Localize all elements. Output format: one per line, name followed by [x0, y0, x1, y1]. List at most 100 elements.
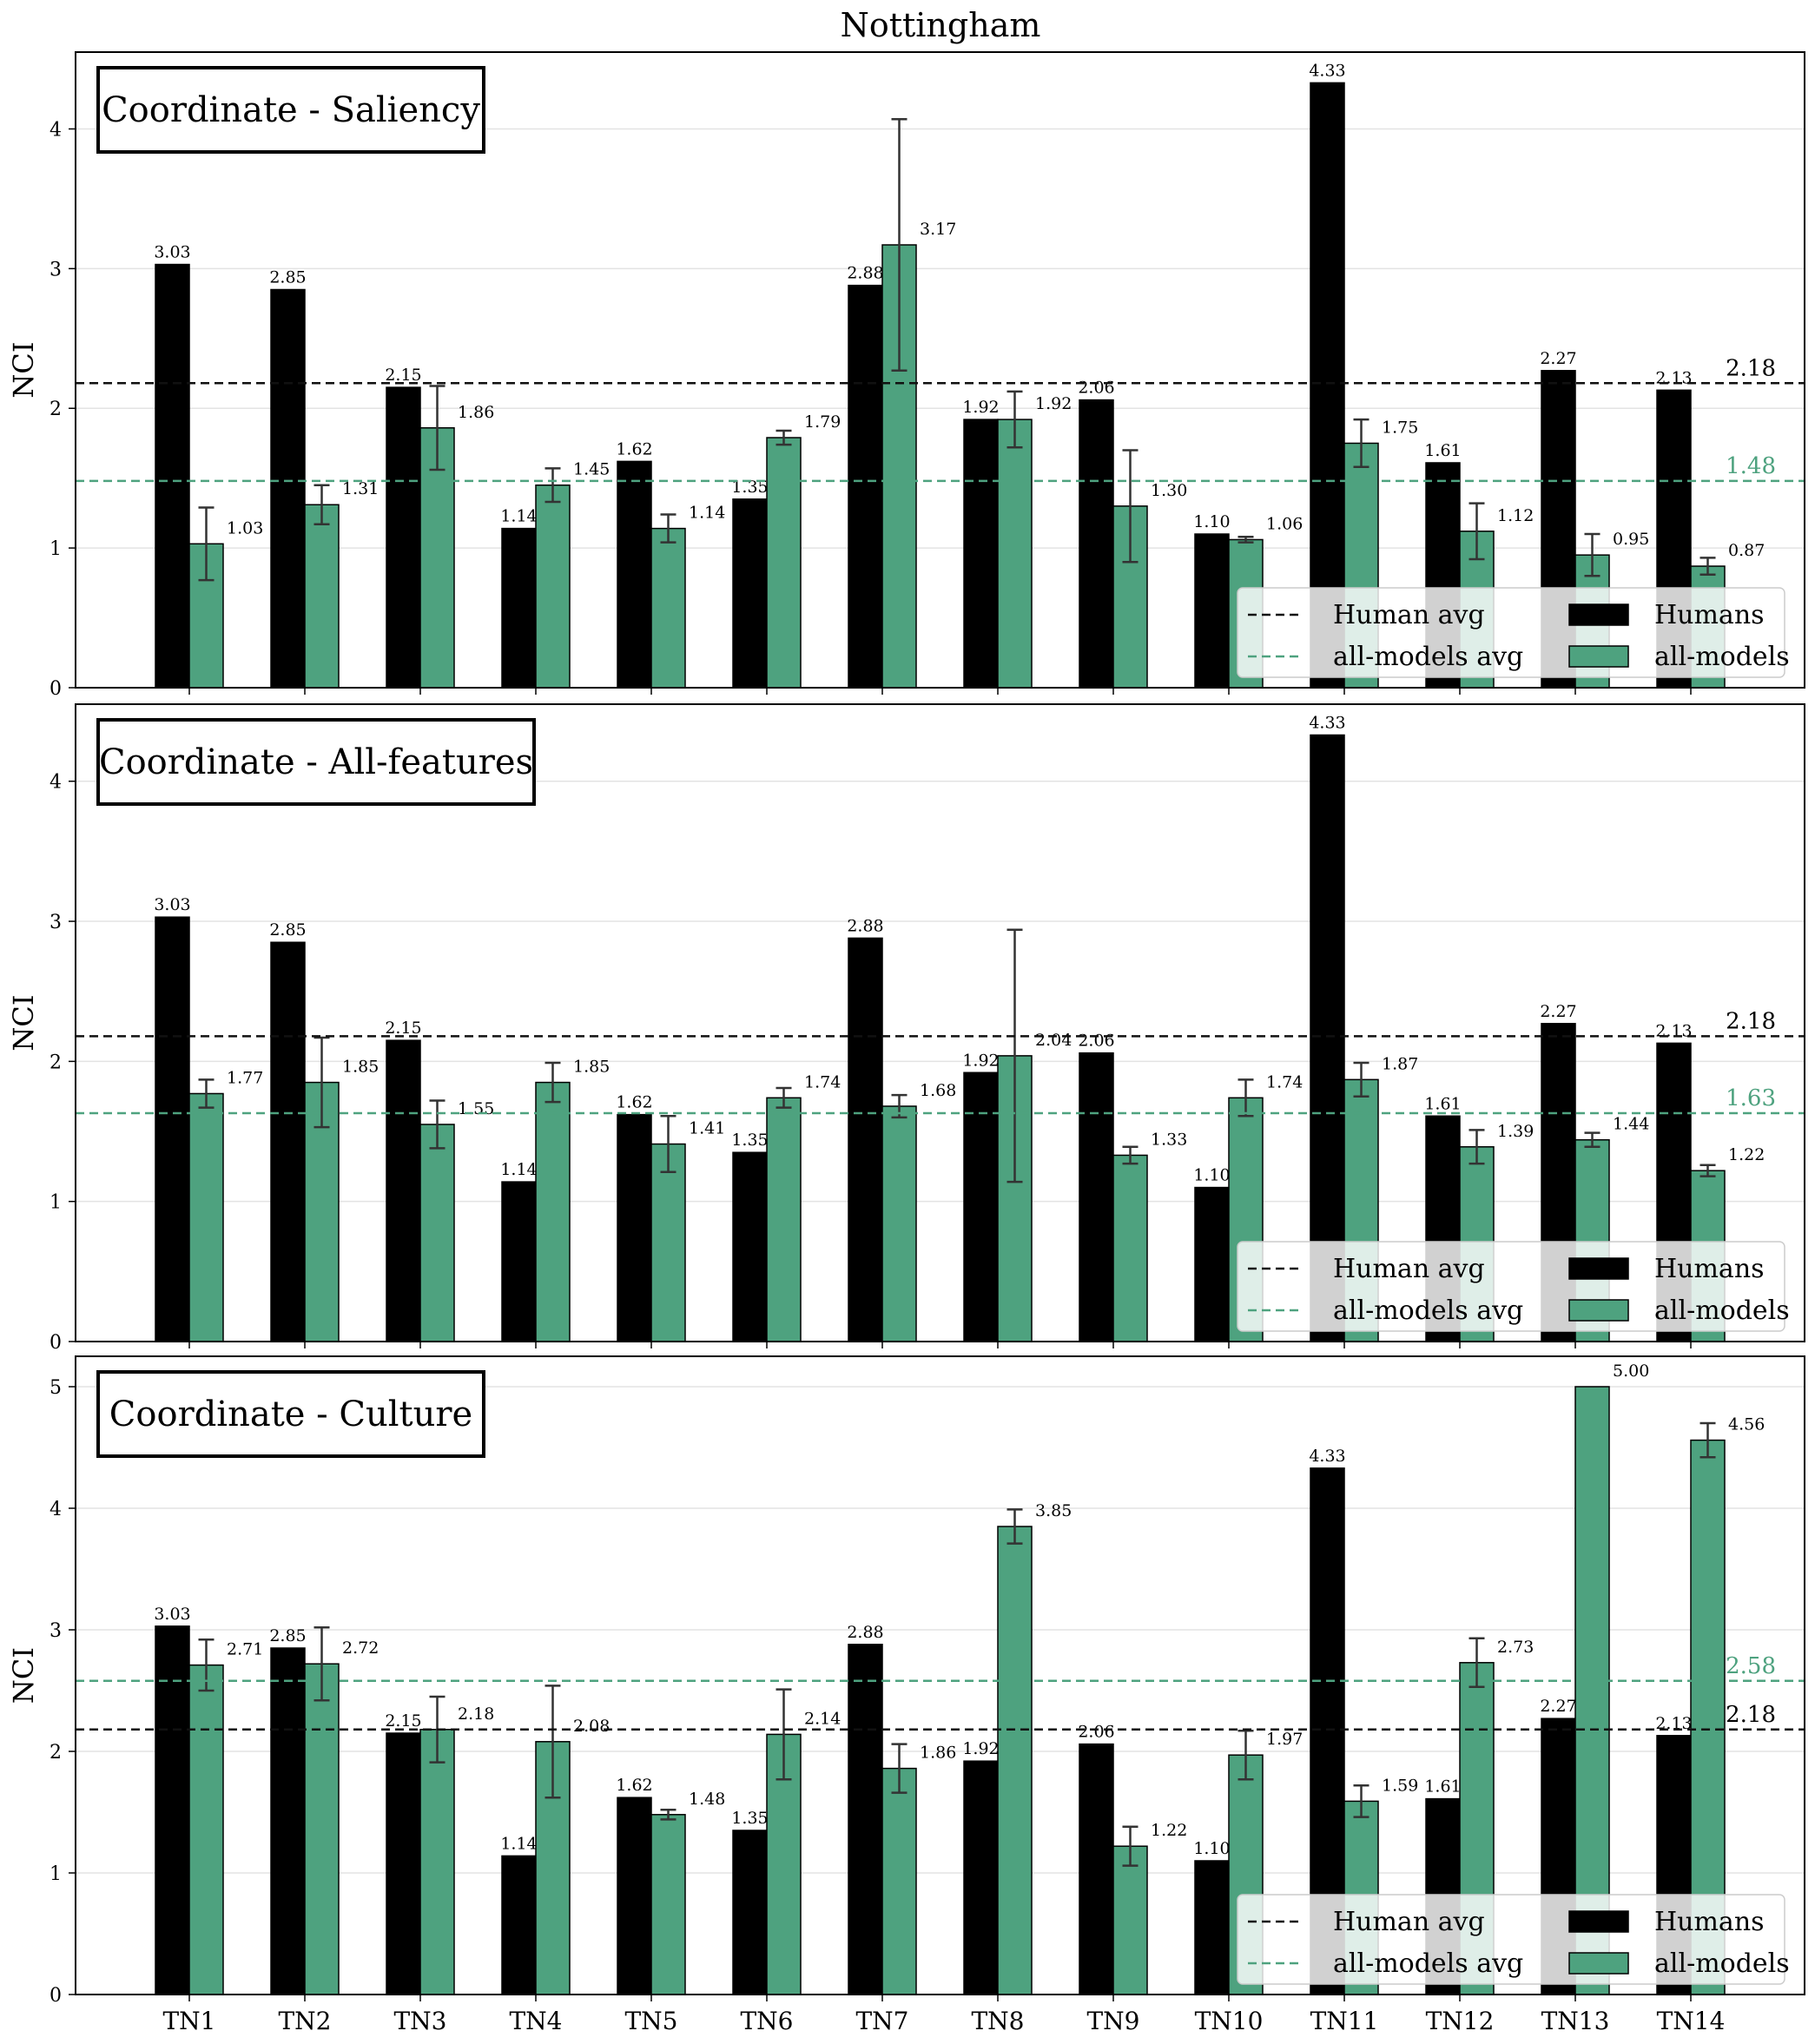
- data-label-humans: 4.33: [1309, 1447, 1345, 1466]
- panel-title-box: [96, 1370, 485, 1458]
- figure-title: Nottingham: [841, 6, 1041, 44]
- bar-humans: [1310, 734, 1345, 1342]
- bar-models: [535, 484, 571, 689]
- data-label-models: 0.95: [1613, 530, 1649, 549]
- data-label-models: 0.87: [1728, 541, 1765, 560]
- data-label-models: 1.97: [1266, 1730, 1303, 1749]
- y-tick-label: 1: [50, 1863, 62, 1885]
- data-label-humans: 2.15: [385, 1019, 421, 1038]
- bar-models: [881, 1105, 917, 1342]
- legend-label-human-avg: Human avg: [1333, 1254, 1485, 1284]
- x-tick-label: TN14: [1657, 2007, 1726, 2035]
- data-label-humans: 1.14: [500, 1834, 537, 1853]
- bar-models: [766, 1097, 802, 1342]
- panel-title: Coordinate - All-features: [99, 742, 533, 782]
- bar-models: [535, 1081, 571, 1342]
- data-label-humans: 2.13: [1655, 1714, 1692, 1733]
- y-tick-label: 2: [50, 399, 62, 420]
- x-tick-label: TN4: [510, 2007, 563, 2035]
- data-label-models: 1.39: [1497, 1122, 1534, 1141]
- panel-title-box: [96, 66, 485, 154]
- y-tick-label: 2: [50, 1742, 62, 1764]
- x-tick-label: TN11: [1310, 2007, 1379, 2035]
- data-label-humans: 1.62: [616, 439, 652, 458]
- bar-humans: [617, 460, 652, 689]
- plot-frame: [75, 703, 1805, 1342]
- legend-label-models: all-models: [1654, 642, 1790, 672]
- data-label-humans: 1.61: [1424, 441, 1461, 460]
- bar-humans: [1079, 1052, 1114, 1342]
- y-tick-label: 1: [50, 1192, 62, 1214]
- data-label-models: 1.77: [227, 1068, 263, 1087]
- bar-humans: [501, 1855, 537, 1995]
- bar-models: [766, 437, 802, 689]
- y-tick-label: 2: [50, 1052, 62, 1073]
- data-label-models: 1.59: [1382, 1776, 1418, 1795]
- legend-label-human-avg: Human avg: [1333, 600, 1485, 630]
- bar-models: [188, 1664, 224, 1995]
- legend-label-humans: Humans: [1654, 600, 1765, 630]
- data-label-models: 1.86: [920, 1744, 956, 1763]
- data-label-models: 1.79: [804, 412, 841, 432]
- bar-humans: [1194, 533, 1230, 689]
- panels: 0 1 2 3 4 NCI 3.03 1.03 2.85 1.31 2.15 1.86 1.14 1.45…: [7, 51, 1805, 2035]
- human-avg-value: 2.18: [1726, 355, 1776, 381]
- data-label-humans: 2.27: [1540, 1697, 1576, 1716]
- bar-models: [650, 1143, 686, 1342]
- legend-label-humans: Humans: [1654, 1254, 1765, 1284]
- data-label-humans: 2.88: [847, 916, 883, 935]
- legend: Human avg all-models avg Humans all-models: [1237, 1894, 1790, 1985]
- legend-label-models: all-models: [1654, 1296, 1790, 1326]
- y-axis-label: NCI: [7, 341, 40, 398]
- x-tick-label: TN8: [972, 2007, 1025, 2035]
- legend-label-models: all-models: [1654, 1948, 1790, 1979]
- data-label-models: 1.22: [1151, 1821, 1187, 1840]
- bar-humans: [270, 288, 306, 689]
- bar-humans: [848, 284, 883, 689]
- bar-humans: [732, 498, 768, 689]
- data-label-humans: 2.85: [269, 267, 306, 287]
- plot-frame: [75, 1355, 1805, 1995]
- chart-panel-2: 0 1 2 3 4 NCI 3.03 1.77 2.85 1.85 2.15 1.55 1.14 1.85…: [7, 703, 1805, 1354]
- bar-models: [997, 1526, 1033, 1995]
- data-label-models: 1.45: [573, 460, 610, 479]
- legend: Human avg all-models avg Humans all-models: [1237, 587, 1790, 678]
- x-tick-label: TN6: [741, 2007, 794, 2035]
- data-label-models: 3.85: [1035, 1501, 1072, 1520]
- data-label-models: 2.72: [342, 1638, 379, 1658]
- panel-title-box: [96, 718, 536, 806]
- data-label-humans: 2.85: [269, 920, 306, 940]
- human-avg-value: 2.18: [1726, 1702, 1776, 1728]
- legend-swatch-models: [1568, 1299, 1629, 1322]
- bar-humans: [963, 1071, 999, 1342]
- data-label-humans: 1.92: [962, 398, 999, 417]
- bar-humans: [386, 1732, 421, 1995]
- y-tick-label: 3: [50, 912, 62, 933]
- data-label-models: 1.03: [227, 518, 263, 537]
- bar-humans: [617, 1113, 652, 1342]
- x-tick-label: TN13: [1541, 2007, 1610, 2035]
- data-label-models: 1.14: [689, 504, 725, 523]
- data-label-models: 5.00: [1613, 1362, 1649, 1381]
- bar-humans: [732, 1151, 768, 1342]
- bar-humans: [1079, 1743, 1114, 1995]
- models-avg-value: 1.63: [1726, 1085, 1776, 1111]
- data-label-humans: 1.62: [616, 1093, 652, 1112]
- data-label-humans: 2.06: [1078, 1032, 1114, 1051]
- bar-models: [1112, 1154, 1148, 1342]
- data-label-models: 1.41: [689, 1119, 725, 1138]
- bar-humans: [848, 1644, 883, 1995]
- x-tick-label: TN12: [1426, 2007, 1495, 2035]
- panel-title: Coordinate - Culture: [109, 1395, 472, 1434]
- y-tick-label: 5: [50, 1377, 62, 1399]
- y-tick-label: 3: [50, 259, 62, 280]
- data-label-humans: 2.13: [1655, 368, 1692, 387]
- bar-humans: [963, 419, 999, 689]
- bar-models: [650, 527, 686, 689]
- bar-humans: [501, 1181, 537, 1342]
- bar-humans: [1194, 1186, 1230, 1342]
- data-label-humans: 1.14: [500, 1160, 537, 1179]
- legend-label-models-avg: all-models avg: [1333, 1296, 1523, 1326]
- data-label-models: 1.31: [342, 479, 379, 498]
- bar-humans: [732, 1830, 768, 1995]
